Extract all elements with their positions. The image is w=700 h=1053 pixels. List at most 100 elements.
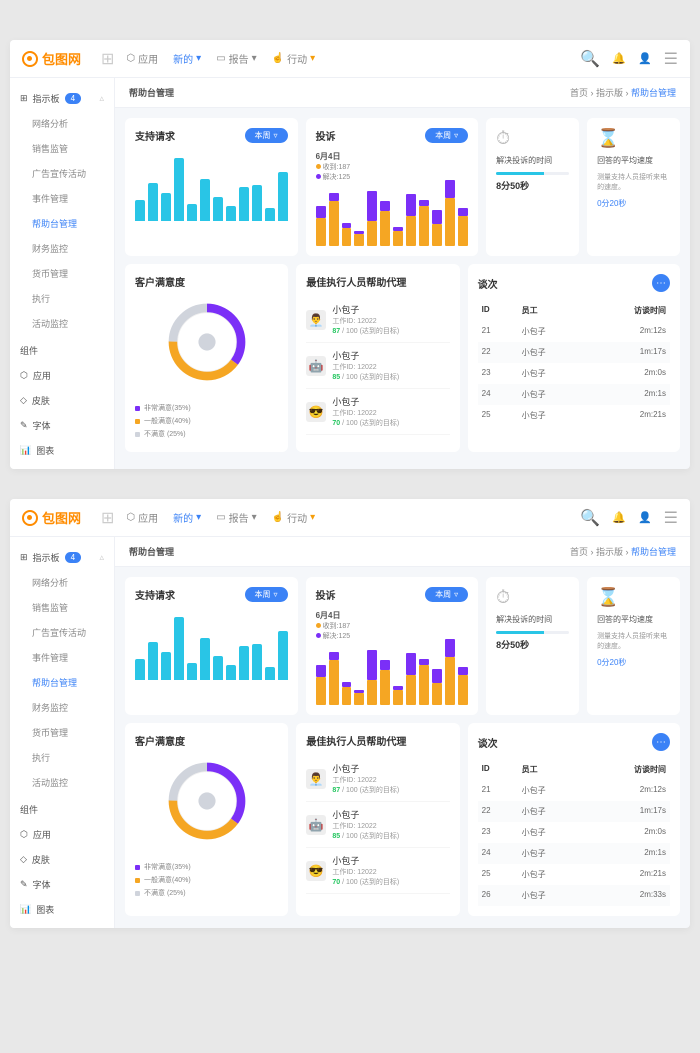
- sidebar-dashboard[interactable]: ⊞ 指示板 4 ▵: [10, 545, 114, 570]
- more-button[interactable]: ⋯: [652, 733, 670, 751]
- nav-new[interactable]: 新的 ▾: [173, 51, 201, 66]
- breadcrumb: 首页 › 指示版 › 帮助台管理: [570, 86, 676, 99]
- resolve-time-card: ⏱ 解决投诉的时间 8分50秒: [486, 577, 579, 715]
- support-bar-chart: [135, 151, 288, 221]
- nav-action[interactable]: ☝ 行动 ▾: [272, 51, 315, 66]
- table-row[interactable]: 26小包子2m:33s: [478, 885, 670, 906]
- period-pill[interactable]: 本周 ▿: [245, 128, 288, 143]
- notify-icon[interactable]: 🔔: [612, 52, 626, 65]
- sidebar-dashboard[interactable]: ⊞ 指示板 4 ▵: [10, 86, 114, 111]
- nav-report[interactable]: ▭ 报告 ▾: [216, 510, 256, 525]
- grid-icon[interactable]: ⊞: [101, 508, 114, 528]
- table-row[interactable]: 25小包子2m:21s: [478, 864, 670, 885]
- complaints-card: 投诉 本周 ▿ 6月4日 收到:187解决:125: [306, 577, 479, 715]
- menu-icon[interactable]: ☰: [664, 49, 678, 69]
- agent-row[interactable]: 😎小包子工作ID: 1202270 / 100 (达到的目标): [306, 389, 449, 435]
- sidebar-item[interactable]: 销售监管: [10, 136, 114, 161]
- table-row[interactable]: 21小包子2m:12s: [478, 321, 670, 342]
- sidebar-item[interactable]: 网络分析: [10, 111, 114, 136]
- table-row[interactable]: 22小包子1m:17s: [478, 342, 670, 363]
- agent-row[interactable]: 😎小包子工作ID: 1202270 / 100 (达到的目标): [306, 848, 449, 894]
- period-pill[interactable]: 本周 ▿: [425, 587, 468, 602]
- nav-report[interactable]: ▭ 报告 ▾: [216, 51, 256, 66]
- agent-row[interactable]: 👨‍💼小包子工作ID: 1202287 / 100 (达到的目标): [306, 297, 449, 343]
- sidebar-item[interactable]: 执行: [10, 745, 114, 770]
- sidebar-item[interactable]: 财务监控: [10, 236, 114, 261]
- sidebar-chart[interactable]: 📊 图表: [10, 895, 114, 920]
- agent-row[interactable]: 🤖小包子工作ID: 1202285 / 100 (达到的目标): [306, 802, 449, 848]
- sidebar-item[interactable]: 活动监控: [10, 311, 114, 336]
- card-title: 支持请求: [135, 128, 175, 143]
- sidebar-item[interactable]: 事件管理: [10, 645, 114, 670]
- more-button[interactable]: ⋯: [652, 274, 670, 292]
- period-pill[interactable]: 本周 ▿: [425, 128, 468, 143]
- sidebar-item[interactable]: 事件管理: [10, 186, 114, 211]
- sidebar-font[interactable]: ✎ 字体: [10, 870, 114, 895]
- agents-list: 👨‍💼小包子工作ID: 1202287 / 100 (达到的目标)🤖小包子工作I…: [306, 297, 449, 435]
- sidebar-font[interactable]: ✎ 字体: [10, 411, 114, 436]
- best-agents-card: 最佳执行人员帮助代理 👨‍💼小包子工作ID: 1202287 / 100 (达到…: [296, 264, 459, 452]
- card-title: 投诉: [316, 587, 336, 602]
- table-row[interactable]: 25小包子2m:21s: [478, 405, 670, 426]
- stopwatch-icon: ⏱: [496, 587, 569, 608]
- search-icon[interactable]: 🔍: [580, 49, 600, 69]
- top-nav: ⬡ 应用 新的 ▾ ▭ 报告 ▾ ☝ 行动 ▾: [126, 51, 315, 66]
- table-row[interactable]: 24小包子2m:1s: [478, 384, 670, 405]
- sidebar-item[interactable]: 执行: [10, 286, 114, 311]
- search-icon[interactable]: 🔍: [580, 508, 600, 528]
- chevron-icon: ▵: [99, 93, 104, 104]
- nav-action[interactable]: ☝ 行动 ▾: [272, 510, 315, 525]
- breadcrumb-bar: 帮助台管理 首页 › 指示版 › 帮助台管理: [115, 78, 690, 108]
- table-row[interactable]: 23小包子2m:0s: [478, 363, 670, 384]
- sidebar-item[interactable]: 活动监控: [10, 770, 114, 795]
- sidebar-section-components: 组件: [10, 336, 114, 361]
- sidebar-skin[interactable]: ◇ 皮肤: [10, 845, 114, 870]
- sidebar-item[interactable]: 帮助台管理: [10, 670, 114, 695]
- satisfaction-legend: 非常满意(35%)一般满意(40%)不满意 (25%): [135, 854, 278, 898]
- sidebar-item[interactable]: 帮助台管理: [10, 211, 114, 236]
- avatar-icon[interactable]: 👤: [638, 52, 652, 65]
- sidebar-item[interactable]: 广告宣传活动: [10, 620, 114, 645]
- table-row[interactable]: 24小包子2m:1s: [478, 843, 670, 864]
- satisfaction-donut: [162, 297, 252, 387]
- brand-logo[interactable]: 包图网: [22, 508, 81, 527]
- agent-row[interactable]: 👨‍💼小包子工作ID: 1202287 / 100 (达到的目标): [306, 756, 449, 802]
- stat-sub: 测量支持人员接听来电的速度。: [597, 631, 670, 651]
- stat-label: 解决投诉的时间: [496, 155, 569, 166]
- table-header: ID 员工 访谈时间: [478, 759, 670, 780]
- grid-icon[interactable]: ⊞: [101, 49, 114, 69]
- stat-value: 8分50秒: [496, 638, 569, 651]
- notify-icon[interactable]: 🔔: [612, 511, 626, 524]
- stat-sub: 测量支持人员接听来电的速度。: [597, 172, 670, 192]
- agent-row[interactable]: 🤖小包子工作ID: 1202285 / 100 (达到的目标): [306, 343, 449, 389]
- table-header: ID 员工 访谈时间: [478, 300, 670, 321]
- card-title: 投诉: [316, 128, 336, 143]
- table-row[interactable]: 21小包子2m:12s: [478, 780, 670, 801]
- period-pill[interactable]: 本周 ▿: [245, 587, 288, 602]
- best-agents-card: 最佳执行人员帮助代理 👨‍💼小包子工作ID: 1202287 / 100 (达到…: [296, 723, 459, 916]
- sidebar: ⊞ 指示板 4 ▵ 网络分析销售监管广告宣传活动事件管理帮助台管理财务监控货币管…: [10, 537, 115, 928]
- support-request-card: 支持请求 本周 ▿: [125, 118, 298, 256]
- sidebar-skin[interactable]: ◇ 皮肤: [10, 386, 114, 411]
- menu-icon[interactable]: ☰: [664, 508, 678, 528]
- nav-app[interactable]: ⬡ 应用: [126, 510, 158, 525]
- table-row[interactable]: 22小包子1m:17s: [478, 801, 670, 822]
- sidebar-item[interactable]: 销售监管: [10, 595, 114, 620]
- table-row[interactable]: 23小包子2m:0s: [478, 822, 670, 843]
- sidebar-item[interactable]: 广告宣传活动: [10, 161, 114, 186]
- sidebar-section-components: 组件: [10, 795, 114, 820]
- sidebar-chart[interactable]: 📊 图表: [10, 436, 114, 461]
- sidebar-app[interactable]: ⬡ 应用: [10, 361, 114, 386]
- avatar-icon[interactable]: 👤: [638, 511, 652, 524]
- sidebar-item[interactable]: 财务监控: [10, 695, 114, 720]
- sidebar-item[interactable]: 货币管理: [10, 261, 114, 286]
- sidebar-item[interactable]: 网络分析: [10, 570, 114, 595]
- complaint-date: 6月4日: [316, 610, 469, 621]
- nav-app[interactable]: ⬡ 应用: [126, 51, 158, 66]
- sidebar-app[interactable]: ⬡ 应用: [10, 820, 114, 845]
- nav-new[interactable]: 新的 ▾: [173, 510, 201, 525]
- brand-logo[interactable]: 包图网: [22, 49, 81, 68]
- sidebar-items: 网络分析销售监管广告宣传活动事件管理帮助台管理财务监控货币管理执行活动监控: [10, 570, 114, 795]
- avg-speed-card: ⌛ 回答的平均速度 测量支持人员接听来电的速度。 0分20秒: [587, 118, 680, 256]
- sidebar-item[interactable]: 货币管理: [10, 720, 114, 745]
